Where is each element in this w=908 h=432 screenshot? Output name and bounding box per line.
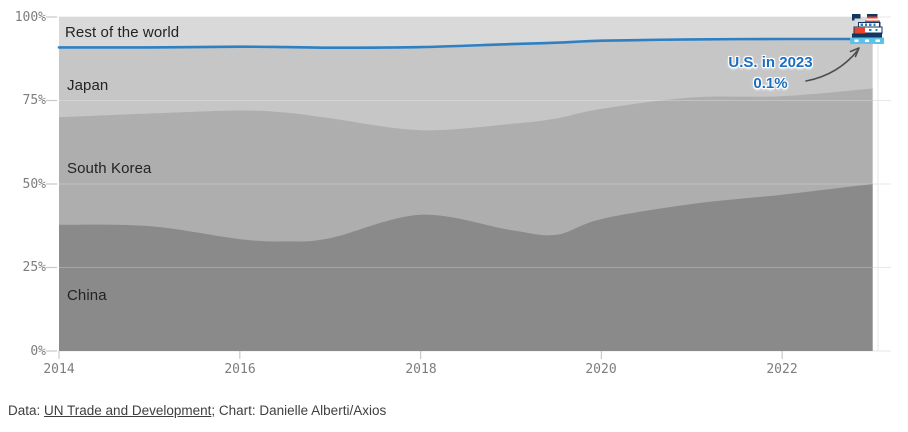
- series-label-china: China: [67, 287, 107, 304]
- series-label-south-korea: South Korea: [67, 160, 152, 177]
- axis-ticks: [46, 16, 783, 359]
- us-annotation-line2: 0.1%: [753, 75, 788, 92]
- us-annotation-line1: U.S. in 2023: [728, 54, 813, 71]
- stacked-areas: [59, 17, 873, 351]
- us-annotation: U.S. in 2023 0.1%: [698, 52, 843, 94]
- y-tick-label-75: 75%: [22, 93, 46, 108]
- series-label-japan: Japan: [67, 77, 109, 94]
- series-label-rest-of-world: Rest of the world: [65, 24, 180, 41]
- caption: Data: UN Trade and Development; Chart: D…: [8, 403, 386, 418]
- x-tick-label-2022: 2022: [766, 362, 798, 377]
- gridline-overlay: [59, 100, 873, 268]
- caption-source-link[interactable]: UN Trade and Development: [44, 403, 212, 418]
- x-tick-label-2014: 2014: [43, 362, 75, 377]
- area-china: [59, 184, 873, 351]
- y-tick-label-0: 0%: [30, 344, 46, 359]
- caption-suffix: ; Chart: Danielle Alberti/Axios: [211, 403, 387, 418]
- x-tick-label-2020: 2020: [585, 362, 617, 377]
- x-tick-label-2018: 2018: [405, 362, 437, 377]
- caption-prefix: Data:: [8, 403, 45, 418]
- annotation-arrow-icon: [805, 47, 860, 82]
- y-tick-label-100: 100%: [14, 10, 46, 25]
- x-tick-label-2016: 2016: [224, 362, 256, 377]
- us-series-line: [57, 37, 874, 50]
- y-tick-label-25: 25%: [22, 260, 46, 275]
- ship-icon: [850, 14, 884, 44]
- y-tick-label-50: 50%: [22, 177, 46, 192]
